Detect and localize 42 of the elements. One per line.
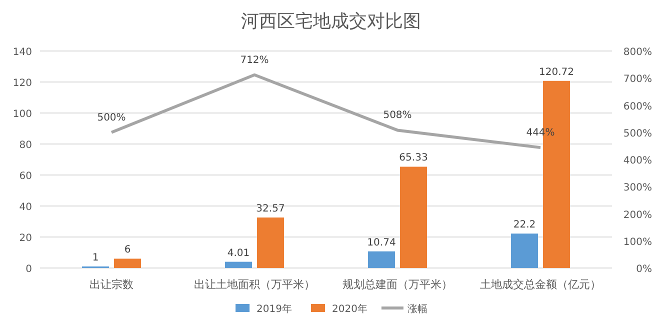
bar bbox=[114, 258, 141, 268]
data-label: 500% bbox=[97, 112, 126, 124]
data-label: 508% bbox=[383, 110, 412, 122]
chart-title: 河西区宅地成交对比图 bbox=[241, 11, 421, 32]
y2-tick-label: 400% bbox=[623, 156, 652, 166]
y2-tick-label: 600% bbox=[623, 101, 652, 112]
y2-tick-label: 0% bbox=[636, 264, 652, 275]
legend-label: 涨幅 bbox=[407, 303, 428, 315]
y2-tick-label: 800% bbox=[623, 47, 652, 58]
y2-tick-label: 200% bbox=[623, 210, 652, 221]
data-label: 65.33 bbox=[399, 152, 428, 164]
y2-tick-label: 500% bbox=[623, 128, 652, 140]
y-tick-label: 80 bbox=[19, 140, 32, 151]
legend-label: 2019年 bbox=[256, 303, 292, 315]
bar bbox=[225, 262, 252, 268]
data-label: 32.57 bbox=[256, 204, 285, 215]
data-label: 1 bbox=[92, 252, 99, 264]
bar bbox=[511, 234, 538, 268]
data-label: 120.72 bbox=[539, 66, 574, 78]
y-tick-label: 140 bbox=[12, 47, 32, 58]
y-tick-label: 20 bbox=[19, 233, 32, 244]
bar bbox=[368, 251, 395, 268]
y-tick-label: 40 bbox=[19, 202, 32, 213]
y2-tick-label: 700% bbox=[623, 74, 652, 86]
x-tick-label: 规划总建面（万平米） bbox=[342, 278, 452, 291]
data-label: 6 bbox=[124, 244, 131, 256]
data-label: 712% bbox=[240, 54, 269, 66]
data-label: 22.2 bbox=[513, 220, 536, 231]
data-label: 4.01 bbox=[227, 248, 250, 259]
y2-tick-label: 300% bbox=[623, 182, 652, 194]
y-tick-label: 100 bbox=[12, 109, 32, 120]
bar bbox=[257, 218, 284, 268]
legend-label: 2020年 bbox=[332, 303, 368, 315]
y-tick-label: 120 bbox=[12, 78, 32, 89]
x-tick-label: 出让宗数 bbox=[90, 278, 134, 291]
x-tick-label: 土地成交总金额（亿元） bbox=[480, 278, 601, 291]
bar bbox=[400, 166, 427, 268]
data-label: 10.74 bbox=[367, 237, 396, 248]
y-tick-label: 60 bbox=[19, 171, 32, 182]
y2-tick-label: 100% bbox=[623, 236, 652, 248]
y-tick-label: 0 bbox=[26, 264, 32, 275]
x-tick-label: 出让土地面积（万平米） bbox=[194, 278, 315, 291]
